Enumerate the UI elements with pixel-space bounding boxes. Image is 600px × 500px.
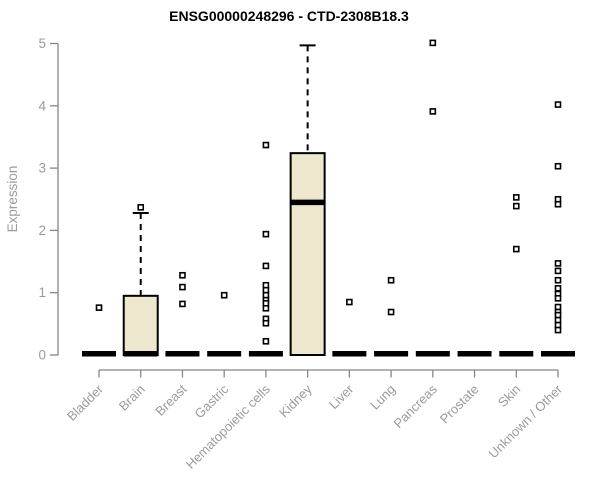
outlier-point (512, 194, 520, 201)
boxplot-skin (499, 194, 534, 357)
median-line (374, 351, 409, 357)
boxplot-kidney (289, 44, 326, 356)
outlier-point (554, 260, 562, 267)
median-line (165, 351, 200, 357)
boxplot-liver (332, 298, 367, 357)
boxplot-hematopoietic-cells (248, 141, 283, 357)
outlier-point (554, 200, 562, 208)
median-line (415, 351, 450, 357)
boxplot-lung (374, 276, 409, 357)
outlier-point (262, 319, 270, 327)
x-tick-label-breast: Breast (152, 381, 189, 418)
outlier-point (387, 308, 395, 316)
y-tick-label: 1 (38, 285, 46, 300)
outlier-point (262, 230, 270, 238)
y-tick-label: 3 (38, 161, 46, 176)
outlier-point (179, 271, 186, 279)
boxplot-gastric (207, 291, 242, 357)
x-tick-label-pancreas: Pancreas (390, 381, 440, 431)
outlier-point (137, 204, 145, 211)
outlier-point (179, 300, 186, 308)
median-line (457, 351, 492, 357)
outlier-point (262, 262, 270, 270)
box (122, 294, 159, 357)
y-axis-title: Expression (5, 165, 20, 233)
outlier-point (554, 276, 562, 284)
boxplot-unknown-other (541, 101, 575, 357)
outlier-point (262, 304, 270, 312)
x-tick-label-kidney: Kidney (276, 381, 315, 420)
chart-title: ENSG00000248296 - CTD-2308B18.3 (169, 8, 409, 24)
outlier-point (429, 108, 437, 115)
outlier-point (554, 285, 562, 292)
outlier-point (346, 298, 353, 306)
outlier-point (554, 101, 562, 108)
outlier-point (512, 245, 520, 253)
median-line (82, 351, 116, 357)
outlier-point (554, 162, 562, 170)
outlier-point (262, 337, 270, 345)
median-line (332, 351, 367, 357)
x-tick-label-brain: Brain (116, 382, 148, 414)
box (289, 152, 326, 356)
outlier-point (95, 304, 103, 311)
y-tick-label: 4 (38, 98, 46, 113)
y-tick-label: 2 (38, 223, 46, 238)
y-tick-label: 0 (38, 348, 46, 363)
median-line (123, 351, 158, 357)
median-line (207, 351, 242, 357)
outlier-point (429, 39, 437, 47)
outlier-point (512, 202, 520, 210)
boxplot-bladder (82, 304, 116, 357)
x-tick-label-gastric: Gastric (192, 381, 232, 421)
median-line (290, 199, 325, 206)
outlier-point (554, 267, 562, 275)
outlier-point (554, 326, 562, 334)
median-line (541, 351, 575, 357)
y-tick-label: 5 (38, 36, 46, 51)
x-tick-label-liver: Liver (326, 381, 357, 412)
outlier-point (220, 291, 228, 299)
outlier-point (179, 283, 186, 291)
x-tick-label-skin: Skin (495, 382, 523, 410)
x-tick-label-prostate: Prostate (437, 382, 482, 427)
boxplot-pancreas (415, 39, 450, 357)
x-tick-label-unknown-other: Unknown / Other (486, 381, 566, 461)
outlier-point (554, 295, 562, 302)
x-tick-label-lung: Lung (367, 382, 398, 413)
y-axis: 0 1 2 3 4 5 (38, 36, 59, 363)
boxplot-breast (165, 271, 200, 357)
median-line (248, 351, 283, 357)
boxplot-brain (122, 204, 159, 357)
outlier-point (387, 276, 395, 284)
x-tick-label-bladder: Bladder (64, 381, 107, 424)
boxplot-prostate (457, 351, 492, 357)
median-line (499, 351, 534, 357)
outlier-point (262, 141, 270, 149)
